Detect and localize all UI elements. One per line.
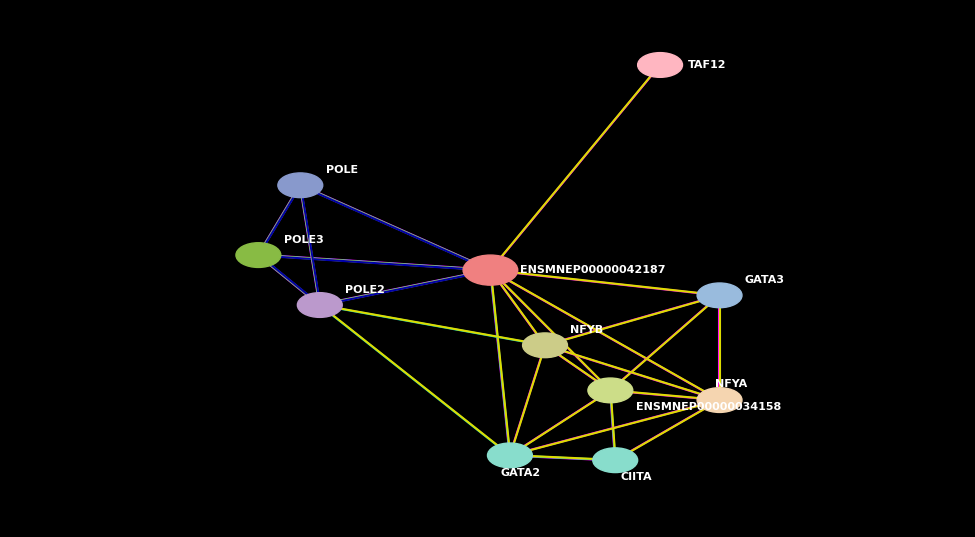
Text: ENSMNEP00000042187: ENSMNEP00000042187 bbox=[520, 265, 665, 275]
Circle shape bbox=[588, 378, 633, 403]
Circle shape bbox=[463, 255, 518, 285]
Circle shape bbox=[593, 448, 638, 473]
Circle shape bbox=[488, 443, 532, 468]
Text: GATA2: GATA2 bbox=[500, 468, 540, 477]
Circle shape bbox=[278, 173, 323, 198]
Text: NFYB: NFYB bbox=[570, 325, 604, 335]
Text: TAF12: TAF12 bbox=[687, 60, 725, 70]
Circle shape bbox=[297, 293, 342, 317]
Text: CIITA: CIITA bbox=[620, 473, 651, 482]
Circle shape bbox=[697, 283, 742, 308]
Text: NFYA: NFYA bbox=[715, 379, 747, 389]
Circle shape bbox=[697, 388, 742, 412]
Text: ENSMNEP00000034158: ENSMNEP00000034158 bbox=[636, 402, 781, 411]
Text: POLE: POLE bbox=[326, 165, 358, 175]
Circle shape bbox=[236, 243, 281, 267]
Text: POLE2: POLE2 bbox=[345, 285, 385, 295]
Circle shape bbox=[523, 333, 567, 358]
Circle shape bbox=[638, 53, 682, 77]
Text: GATA3: GATA3 bbox=[745, 275, 785, 285]
Text: POLE3: POLE3 bbox=[284, 235, 324, 245]
